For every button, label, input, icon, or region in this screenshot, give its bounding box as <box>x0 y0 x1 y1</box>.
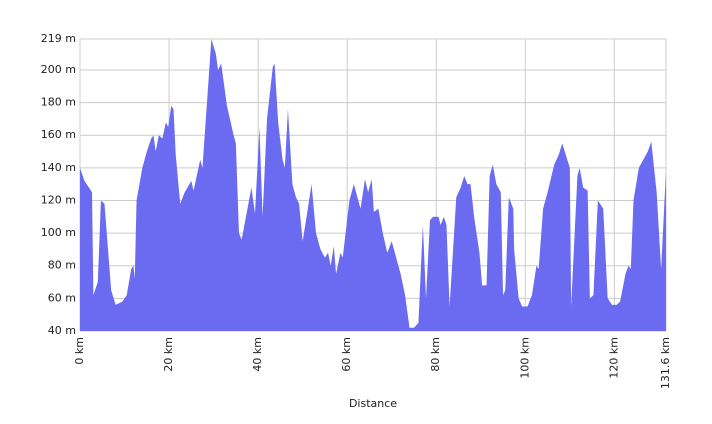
x-tick-label: 80 km <box>429 337 442 372</box>
x-tick-label: 0 km <box>73 337 86 365</box>
y-tick-label: 160 m <box>41 128 76 141</box>
x-tick-label: 100 km <box>518 337 531 379</box>
y-tick-label: 200 m <box>41 63 76 76</box>
y-tick-label: 180 m <box>41 96 76 109</box>
y-tick-label: 40 m <box>48 324 76 337</box>
y-tick-label: 219 m <box>41 32 76 45</box>
y-tick-label: 120 m <box>41 193 76 206</box>
x-tick-label: 20 km <box>162 337 175 372</box>
y-tick-label: 100 m <box>41 226 76 239</box>
y-tick-label: 80 m <box>48 259 76 272</box>
y-tick-label: 60 m <box>48 291 76 304</box>
elevation-area <box>80 39 666 331</box>
x-tick-label: 60 km <box>340 337 353 372</box>
x-tick-label: 131.6 km <box>659 337 672 389</box>
x-tick-label: 120 km <box>607 337 620 379</box>
x-tick-label: 40 km <box>251 337 264 372</box>
x-axis-title: Distance <box>349 397 397 410</box>
y-tick-label: 140 m <box>41 161 76 174</box>
